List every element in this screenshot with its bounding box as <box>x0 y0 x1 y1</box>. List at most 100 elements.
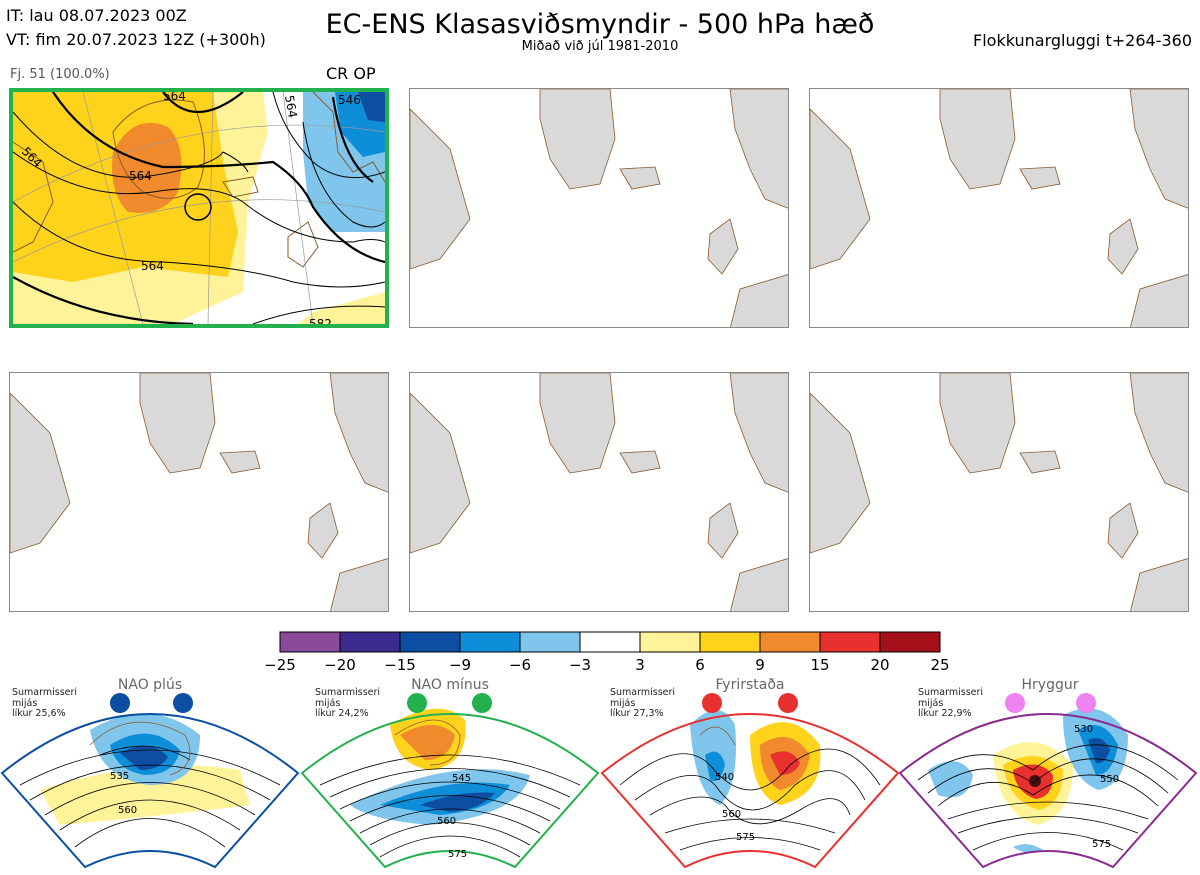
anomaly-south-yellow <box>298 292 385 324</box>
map-panel-6[interactable] <box>809 372 1189 612</box>
land-mass <box>729 373 788 493</box>
regime-map: 530 550 575 <box>898 693 1198 869</box>
map-2-land <box>410 89 788 327</box>
regime-dot <box>702 693 722 713</box>
regime-dot <box>778 693 798 713</box>
contour-line <box>272 92 385 179</box>
regime-name: NAO plús <box>117 677 183 693</box>
colorbar-tick-label: −3 <box>569 656 591 674</box>
colorbar-segment <box>459 631 521 653</box>
regime-frame <box>600 713 900 869</box>
regime-tag: CR OP <box>326 64 376 83</box>
land-mass <box>1130 558 1188 611</box>
regime-ridge[interactable]: 530 550 575 Hryggur Sumarmisseri mijás lík… <box>898 675 1200 875</box>
land-mass <box>330 558 388 611</box>
regime-note: Sumarmisseri mijás líkur 25,6% <box>12 687 78 719</box>
regime-nao-plus[interactable]: 535 560 NAO plús Sumarmisseri mijás líkur … <box>0 675 302 875</box>
map-panel-2[interactable] <box>409 88 789 328</box>
contour-label: 575 <box>1092 839 1111 850</box>
contour-label: 545 <box>452 773 471 784</box>
colorbar-segment <box>759 631 821 653</box>
contour-label: 575 <box>448 849 467 860</box>
colorbar-segment <box>819 631 881 653</box>
colorbar-segment <box>879 631 941 653</box>
scandinavia-coast <box>312 92 385 183</box>
map-panel-3[interactable] <box>809 88 1189 328</box>
colorbar-segment <box>399 631 461 653</box>
britain-coast <box>287 221 319 268</box>
colorbar-tick-label: 20 <box>870 656 889 674</box>
regime-dot <box>407 693 427 713</box>
regime-dot <box>173 693 193 713</box>
anomaly-fill <box>770 751 800 775</box>
anomaly-fill <box>1088 737 1110 764</box>
land-mass <box>730 274 788 327</box>
anomaly-fill <box>400 725 455 760</box>
colorbar-tick-label: 6 <box>695 656 705 674</box>
land-mass <box>707 502 739 559</box>
regime-map: 540 560 575 <box>600 693 900 869</box>
map-panel-5[interactable] <box>409 372 789 612</box>
page-title: EC-ENS Klasasviðsmyndir - 500 hPa hæð <box>325 9 875 40</box>
colorbar-segment <box>279 631 341 653</box>
contour-line-bold <box>13 276 194 324</box>
regime-map: 545 560 575 <box>300 693 600 869</box>
land-mass <box>219 450 261 474</box>
colorbar-tick-label: 25 <box>930 656 949 674</box>
map-panel-1[interactable]: 564 564 564 564 564 546 582 <box>9 88 389 328</box>
contour-label: 560 <box>437 816 456 827</box>
longitude-line <box>282 92 314 324</box>
member-count: Fj. 51 (100.0%) <box>10 67 110 82</box>
colorbar-tick-label: −9 <box>449 656 471 674</box>
land-mass <box>539 373 616 474</box>
land-mass <box>939 89 1016 190</box>
regime-dot <box>1005 693 1025 713</box>
contour-line <box>252 305 385 324</box>
colorbar-tick-label: −20 <box>324 656 356 674</box>
contour-label: 575 <box>736 832 755 843</box>
land-mass <box>707 218 739 275</box>
contour-line <box>13 201 385 288</box>
contour-label: 530 <box>1074 724 1093 735</box>
contour-label: 564 <box>282 94 300 119</box>
contour-label: 535 <box>110 771 129 782</box>
regime-dot <box>472 693 492 713</box>
contour-label: 564 <box>141 259 164 273</box>
land-mass <box>329 373 388 493</box>
colorbar-tick-label: 9 <box>755 656 765 674</box>
regime-name: Hryggur <box>1021 677 1079 693</box>
land-mass <box>10 392 71 554</box>
colorbar-tick-label: −25 <box>264 656 296 674</box>
regime-dot <box>1076 693 1096 713</box>
colorbar-segment <box>339 631 401 653</box>
colorbar-tick-label: 3 <box>635 656 645 674</box>
climatology-subtitle: Miðað við júl 1981-2010 <box>521 39 679 54</box>
land-mass <box>619 166 661 190</box>
land-mass <box>729 89 788 209</box>
land-mass <box>1129 89 1188 209</box>
regime-note: Sumarmisseri mijás líkur 24,2% <box>315 687 381 719</box>
contour-label: 564 <box>163 92 186 103</box>
land-mass <box>1129 373 1188 493</box>
land-mass <box>410 392 471 554</box>
land-mass <box>1107 502 1139 559</box>
regime-frame <box>898 713 1198 869</box>
regime-nao-minus[interactable]: 545 560 575 NAO mínus Sumarmisseri mijás l… <box>300 675 602 875</box>
contour-label: 540 <box>715 772 734 783</box>
land-mass <box>1019 450 1061 474</box>
map-1-anomaly: 564 564 564 564 564 546 582 <box>13 92 385 324</box>
contour-closed <box>184 193 212 221</box>
map-panel-4[interactable] <box>9 372 389 612</box>
regime-note: Sumarmisseri mijás líkur 27,3% <box>610 687 676 719</box>
anomaly-dark-blue <box>358 92 385 122</box>
contour-label: 564 <box>129 169 152 183</box>
regime-name: NAO mínus <box>411 677 489 693</box>
regime-note: Sumarmisseri mijás líkur 22,9% <box>918 687 984 719</box>
land-mass <box>1130 274 1188 327</box>
initial-time: IT: lau 08.07.2023 00Z <box>6 6 187 25</box>
regime-blocking[interactable]: 540 560 575 Fyrirstaða Sumarmisseri mijás… <box>600 675 902 875</box>
contour-label: 560 <box>118 805 137 816</box>
land-mass <box>810 108 871 270</box>
colorbar-segment <box>519 631 581 653</box>
contour-label: 582 <box>309 317 332 324</box>
